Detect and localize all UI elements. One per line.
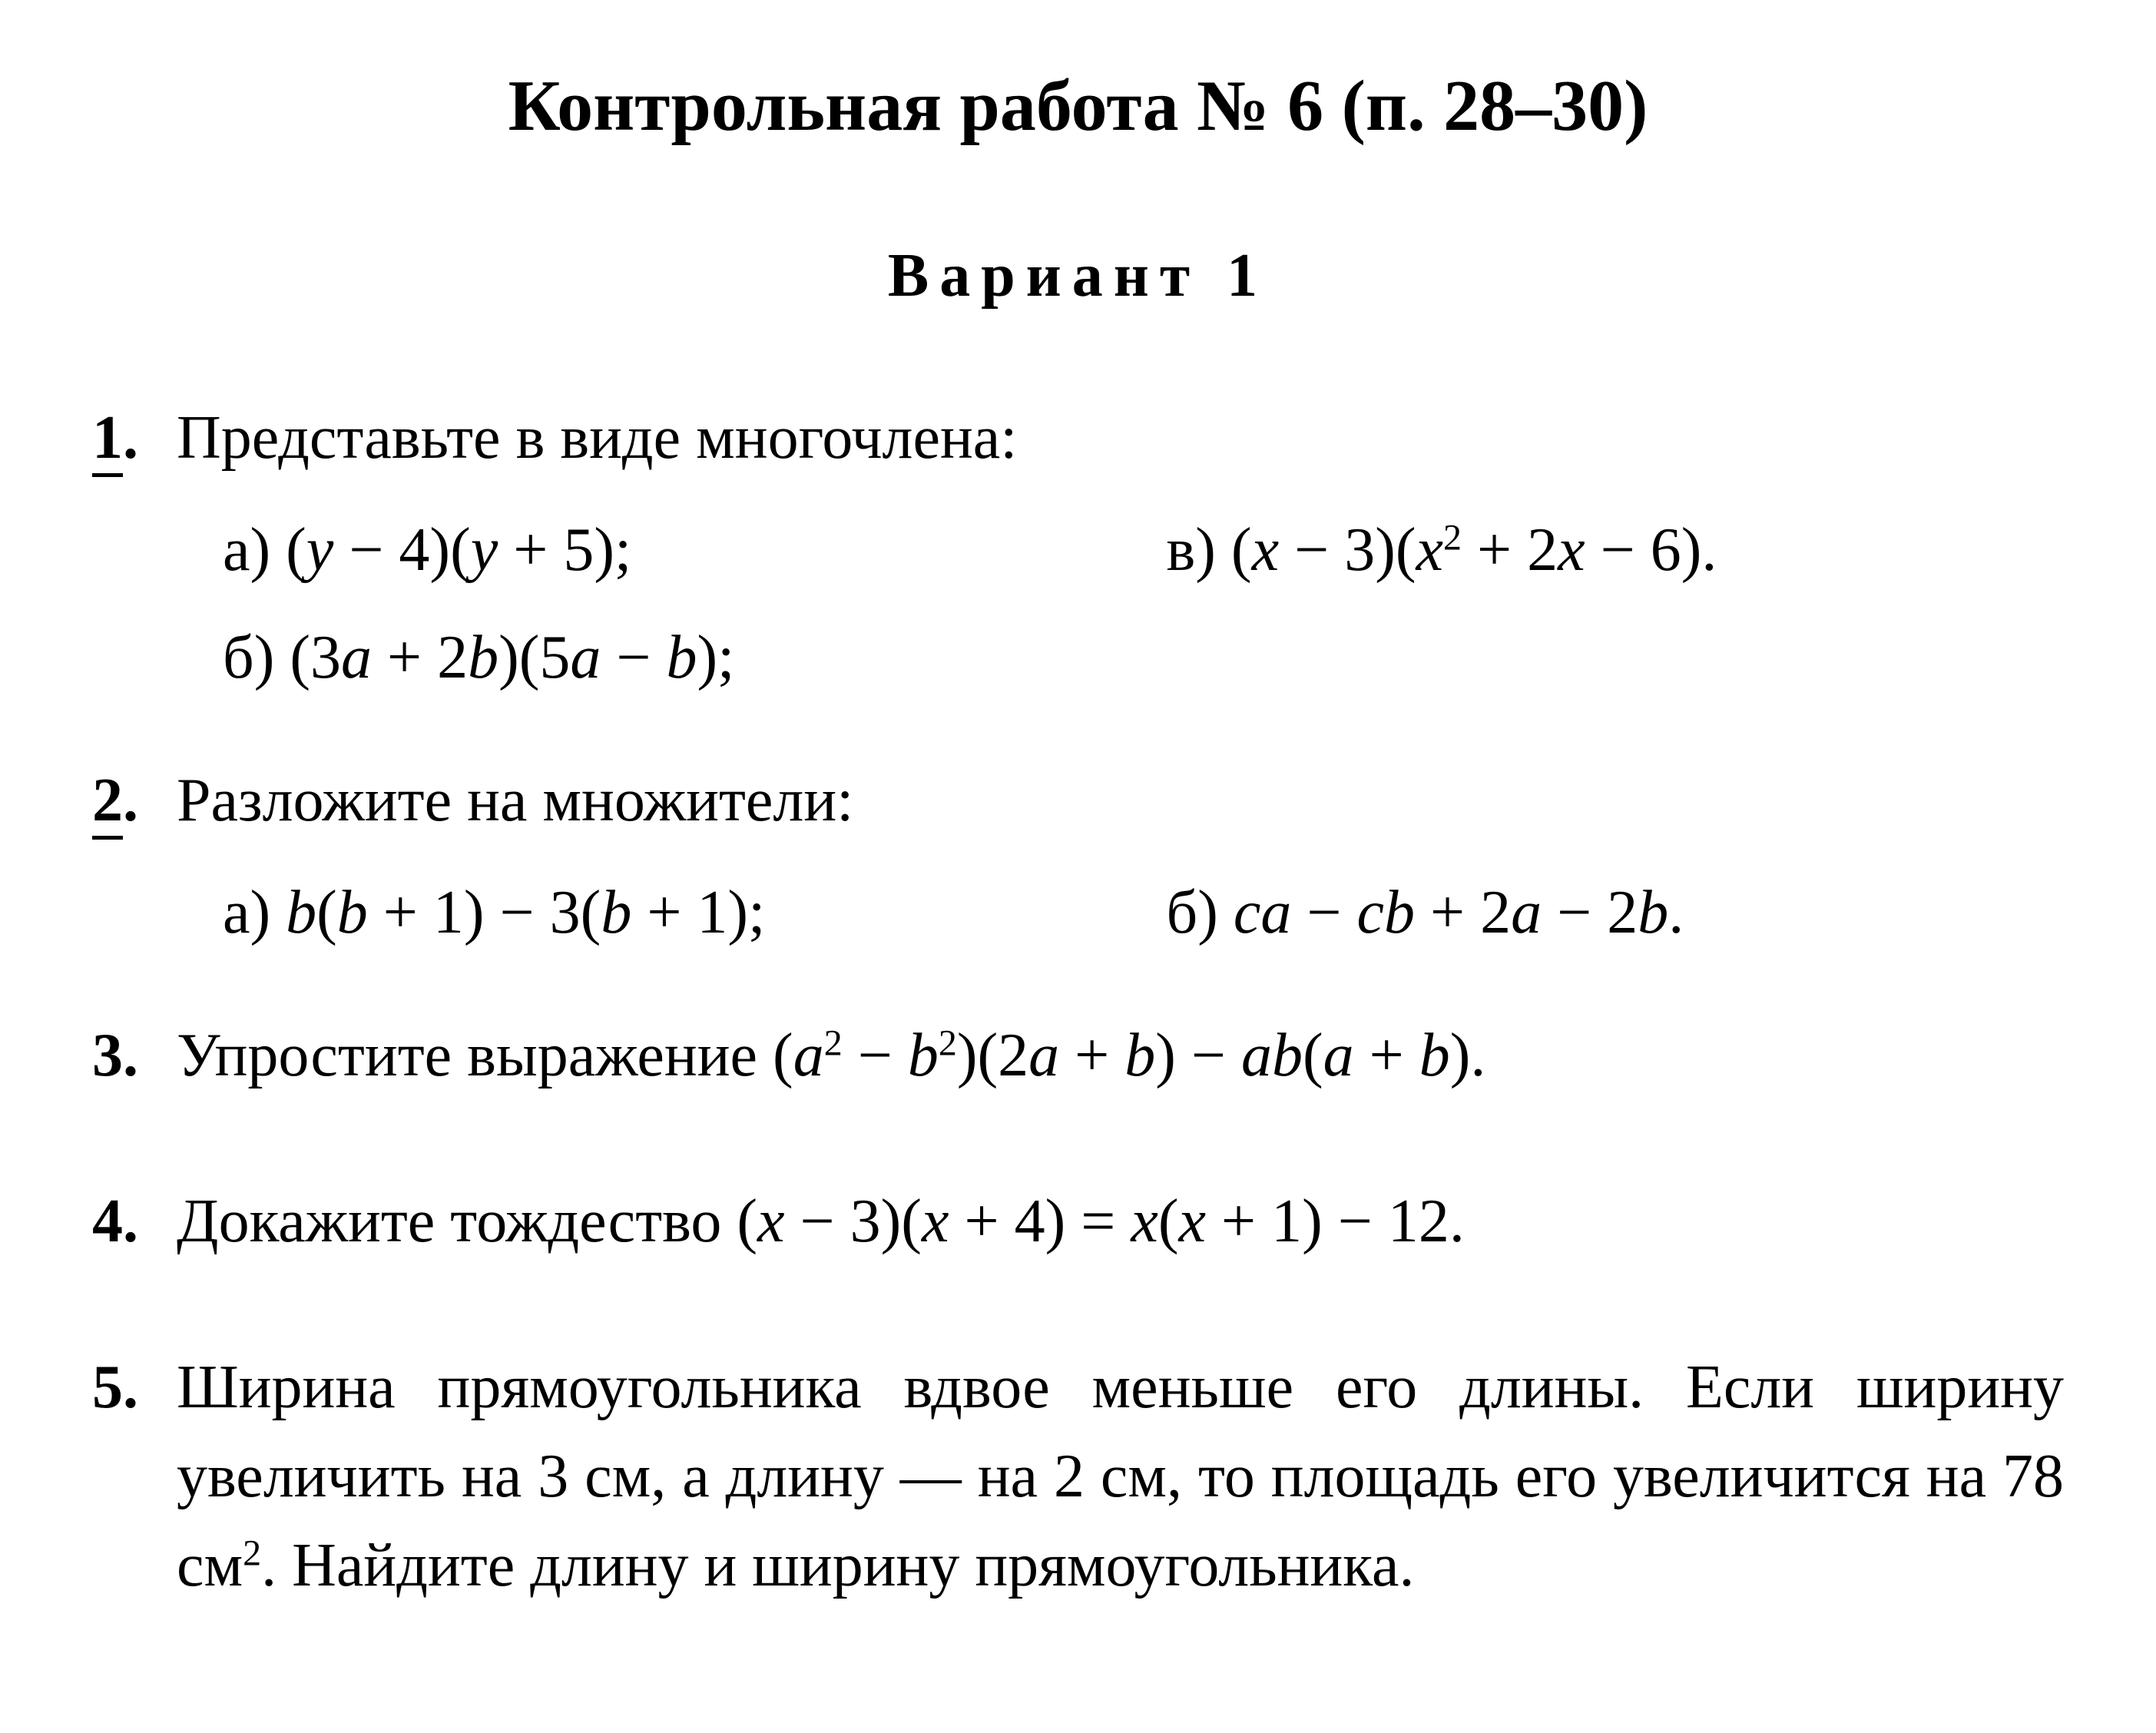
problem-3: 3. Упростите выражение (a2 − b2)(2a + b)…: [92, 1011, 2064, 1123]
problem-stem: Упростите выражение (a2 − b2)(2a + b) − …: [177, 1011, 2064, 1100]
problem-number: 2.: [92, 756, 177, 845]
problem-2: 2. Разложите на множители: а) b(b + 1) −…: [92, 756, 2064, 957]
problem-number: 1.: [92, 393, 177, 482]
subitems: а) (y − 4)(y + 5); в) (x − 3)(x2 + 2x − …: [177, 505, 2064, 702]
subitem-expr: ca − cb + 2a − 2b.: [1234, 879, 1684, 946]
problem-body: Ширина прямоугольника вдвое меньше его д…: [177, 1343, 2064, 1633]
variant-title: Вариант 1: [92, 231, 2064, 320]
problem-stem: Докажите тождество (x − 3)(x + 4) = x(x …: [177, 1177, 2064, 1266]
subitem-a: а) b(b + 1) − 3(b + 1);: [223, 868, 1121, 957]
problem-stem: Ширина прямоугольника вдвое меньше его д…: [177, 1343, 2064, 1610]
subitem-b: б) ca − cb + 2a − 2b.: [1167, 868, 2065, 957]
subitem-b: б) (3a + 2b)(5a − b);: [223, 613, 1121, 702]
subitem-expr: (3a + 2b)(5a − b);: [290, 624, 734, 691]
main-title: Контрольная работа № 6 (п. 28–30): [92, 54, 2064, 158]
problem-stem: Представьте в виде многочлена:: [177, 393, 2064, 482]
subitem-v: в) (x − 3)(x2 + 2x − 6).: [1167, 505, 2065, 595]
subitem-label: а): [223, 516, 270, 584]
problem-stem: Разложите на множители:: [177, 756, 2064, 845]
problem-body: Представьте в виде многочлена: а) (y − 4…: [177, 393, 2064, 702]
page: Контрольная работа № 6 (п. 28–30) Вариан…: [0, 0, 2156, 1733]
subitems: а) b(b + 1) − 3(b + 1); б) ca − cb + 2a …: [177, 868, 2064, 957]
problem-body: Упростите выражение (a2 − b2)(2a + b) − …: [177, 1011, 2064, 1123]
subitem-expr: (y − 4)(y + 5);: [286, 516, 631, 584]
problem-1: 1. Представьте в виде многочлена: а) (y …: [92, 393, 2064, 702]
problem-body: Докажите тождество (x − 3)(x + 4) = x(x …: [177, 1177, 2064, 1289]
subitem-expr: b(b + 1) − 3(b + 1);: [286, 879, 765, 946]
problems-list: 1. Представьте в виде многочлена: а) (y …: [92, 393, 2064, 1633]
problem-4: 4. Докажите тождество (x − 3)(x + 4) = x…: [92, 1177, 2064, 1289]
problem-body: Разложите на множители: а) b(b + 1) − 3(…: [177, 756, 2064, 957]
problem-number: 3.: [92, 1011, 177, 1100]
subitem-label: б): [1167, 879, 1218, 946]
subitem-a: а) (y − 4)(y + 5);: [223, 505, 1121, 595]
problem-number: 5.: [92, 1343, 177, 1432]
subitem-label: в): [1167, 516, 1216, 584]
subitem-label: б): [223, 624, 274, 691]
problem-number: 4.: [92, 1177, 177, 1266]
subitem-label: а): [223, 879, 270, 946]
problem-5: 5. Ширина прямоугольника вдвое меньше ег…: [92, 1343, 2064, 1633]
subitem-expr: (x − 3)(x2 + 2x − 6).: [1231, 516, 1717, 584]
